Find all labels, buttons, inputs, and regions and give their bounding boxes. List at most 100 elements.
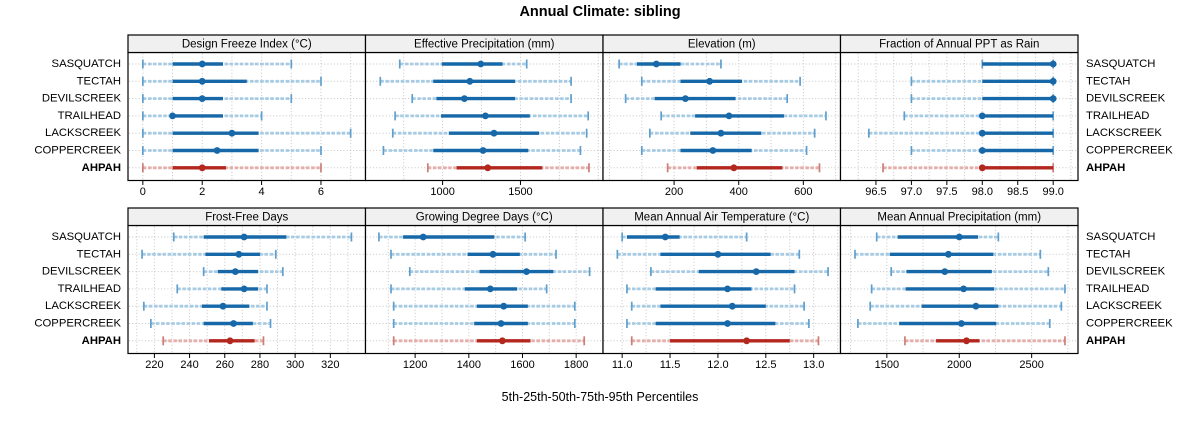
x-tick-label: 99.0 — [1042, 186, 1063, 198]
site-label-right: TECTAH — [1086, 75, 1130, 87]
percentile-row-tectah — [379, 76, 572, 86]
percentile-caption: 5th-25th-50th-75th-95th Percentiles — [501, 390, 699, 404]
median-dot — [479, 147, 487, 154]
median-dot — [235, 250, 243, 258]
site-label-left: AHPAH — [82, 335, 121, 347]
percentile-row-coppercreek — [640, 146, 808, 155]
x-tick-label: 1500 — [508, 186, 532, 198]
x-tick-label: 6 — [318, 186, 324, 198]
percentile-row-coppercreek — [382, 146, 582, 155]
x-tick-label: 11.0 — [612, 359, 633, 371]
percentile-row-trailhead — [390, 284, 548, 294]
percentile-row-tectah — [616, 249, 801, 259]
percentile-row-ahpah — [392, 336, 586, 346]
panel-strip-title: Frost-Free Days — [205, 211, 288, 223]
x-tick-label: 2500 — [1019, 359, 1043, 371]
median-dot — [419, 233, 427, 241]
median-dot — [1049, 60, 1057, 68]
x-tick-label: 2 — [199, 186, 205, 198]
median-dot — [730, 164, 738, 172]
percentile-row-ahpah — [882, 163, 1055, 173]
median-dot — [978, 164, 986, 172]
site-label-left: COPPERCREEK — [34, 144, 121, 156]
panel-strip-title: Mean Annual Air Temperature (°C) — [634, 211, 809, 223]
percentile-row-trailhead — [394, 111, 590, 121]
percentile-row-trailhead — [626, 284, 796, 294]
x-tick-label: 1600 — [510, 359, 534, 371]
x-tick-label: 200 — [665, 186, 683, 198]
percentile-row-devilscreek — [910, 94, 1057, 104]
x-tick-label: 96.5 — [865, 186, 886, 198]
median-dot — [489, 250, 497, 258]
median-dot — [681, 95, 689, 102]
percentile-row-coppercreek — [910, 146, 1055, 155]
median-dot — [228, 129, 236, 137]
median-dot — [944, 250, 952, 258]
percentile-row-devilscreek — [890, 267, 1050, 277]
median-dot — [661, 233, 669, 241]
percentile-row-devilscreek — [650, 267, 829, 277]
median-dot — [978, 112, 986, 120]
median-dot — [500, 302, 508, 310]
percentile-row-lackscreek — [649, 128, 816, 138]
percentile-row-devilscreek — [202, 267, 284, 277]
median-dot — [231, 268, 239, 275]
percentile-row-coppercreek — [150, 319, 272, 328]
median-dot — [724, 285, 731, 293]
x-tick-label: 220 — [145, 359, 163, 371]
percentile-row-ahpah — [141, 163, 322, 173]
x-tick-label: 300 — [286, 359, 304, 371]
x-tick-label: 97.5 — [936, 186, 957, 198]
median-dot — [725, 112, 733, 120]
panel-strip-title: Effective Precipitation (mm) — [414, 38, 555, 50]
panel-effective-precipitation: Effective Precipitation (mm) 1000 1500 — [364, 34, 604, 198]
x-tick-label: 1000 — [430, 186, 454, 198]
median-dot — [958, 320, 965, 327]
x-tick-label: 260 — [216, 359, 234, 371]
percentile-row-sasquatch — [172, 232, 353, 242]
percentile-row-sasquatch — [981, 59, 1057, 69]
site-label-right: AHPAH — [1086, 162, 1125, 174]
percentile-row-coppercreek — [626, 319, 810, 328]
panel-mean-annual-precipitation: Mean Annual Precipitation (mm) 1500 2000 25… — [839, 207, 1079, 371]
percentile-row-trailhead — [141, 111, 263, 121]
site-label-left: LACKSCREEK — [45, 300, 121, 312]
median-dot — [963, 337, 970, 345]
x-tick-label: 280 — [251, 359, 269, 371]
median-dot — [482, 112, 489, 120]
median-dot — [1049, 77, 1057, 85]
percentile-row-ahpah — [630, 336, 820, 346]
site-label-right: SASQUATCH — [1086, 231, 1155, 243]
median-dot — [460, 95, 468, 102]
panel-strip-title: Mean Annual Precipitation (mm) — [877, 211, 1041, 223]
median-dot — [497, 320, 505, 327]
percentile-row-tectah — [390, 249, 557, 259]
percentile-row-lackscreek — [392, 301, 576, 311]
x-tick-label: 1400 — [457, 359, 481, 371]
x-tick-label: 0 — [140, 186, 146, 198]
percentile-row-lackscreek — [142, 301, 268, 311]
percentile-row-tectah — [910, 76, 1057, 86]
percentile-row-tectah — [640, 76, 801, 86]
x-tick-label: 320 — [321, 359, 339, 371]
median-dot — [240, 233, 248, 241]
x-tick-label: 97.0 — [901, 186, 922, 198]
site-label-left: TECTAH — [77, 248, 121, 260]
panel-strip-title: Elevation (m) — [688, 38, 756, 50]
median-dot — [978, 147, 986, 154]
median-dot — [226, 337, 234, 345]
site-label-right: COPPERCREEK — [1086, 144, 1173, 156]
percentile-row-sasquatch — [141, 59, 293, 69]
percentile-row-lackscreek — [869, 301, 1063, 311]
median-dot — [709, 147, 717, 154]
panel-strip-title: Design Freeze Index (°C) — [182, 38, 312, 50]
median-dot — [213, 147, 221, 154]
median-dot — [490, 129, 498, 137]
site-label-right: DEVILSCREEK — [1086, 93, 1166, 105]
percentile-row-trailhead — [903, 111, 1055, 121]
x-tick-label: 1500 — [875, 359, 899, 371]
percentile-row-ahpah — [666, 163, 821, 173]
percentile-row-coppercreek — [857, 319, 1051, 328]
site-label-left: TRAILHEAD — [58, 110, 121, 122]
